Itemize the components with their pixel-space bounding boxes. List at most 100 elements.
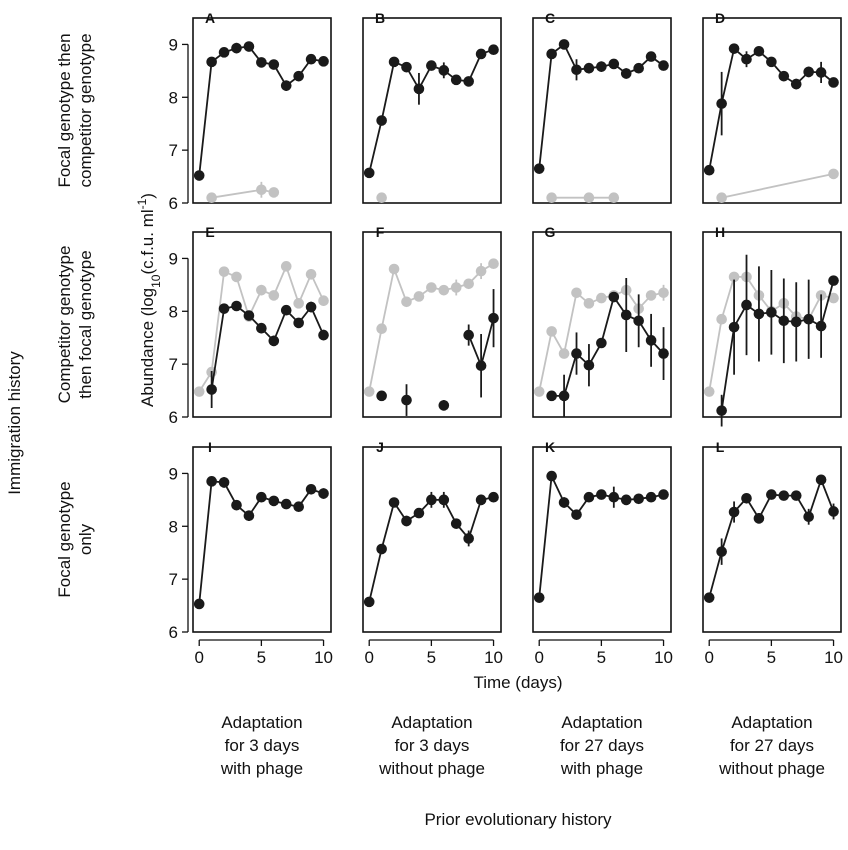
data-point [583,298,595,309]
panel-letter: A [205,10,215,26]
data-point [256,491,267,503]
panel-frame [192,17,332,204]
series-focal [376,390,387,402]
x-tick-label: 5 [767,648,776,667]
series-line [720,280,835,411]
row-label-3: Focal genotype only [55,481,95,597]
data-point [546,390,557,402]
data-point [305,53,317,65]
data-point [583,359,595,371]
data-point [558,390,570,402]
data-point [231,499,242,511]
data-point [450,74,462,86]
series-competitor [363,258,499,397]
panels: A 6 7 8 9 B C D E 6 7 8 9 F G H I 6 7 8 9 0 5 10 J 0 5 10 K 0 5 10 L 0 5 10 [169,10,843,667]
y-tick-label: 8 [169,302,178,321]
data-point [401,515,412,527]
y-tick-label: 7 [169,570,178,589]
data-point [620,494,632,506]
column-label-3-line-1: Adaptation [561,713,642,732]
data-point [363,167,375,179]
data-point [318,56,329,67]
data-point [426,60,437,71]
row-label-1: Focal genotype then competitor genotype [55,33,95,187]
data-point [256,184,267,196]
data-point [280,80,292,91]
y-tick-label: 6 [169,623,178,642]
data-point [268,495,280,507]
data-point [546,192,557,204]
column-label-1-line-2: for 3 days [225,736,300,755]
data-point [803,511,814,523]
x-tick-label: 0 [364,648,373,667]
x-tick-label: 5 [257,648,266,667]
row-labels: Focal genotype then competitor genotype Co… [55,33,95,597]
x-tick-label: 10 [314,648,333,667]
x-tick-label: 5 [597,648,606,667]
y-tick-label: 9 [169,464,178,483]
data-point [243,41,255,52]
data-point [305,268,317,280]
column-label-1-line-1: Adaptation [221,713,302,732]
data-point [218,47,230,58]
data-point [401,394,412,406]
panel-letter: D [715,10,725,26]
data-point [766,307,777,318]
data-point [828,168,839,180]
panel-G: G [532,224,672,418]
data-point [583,491,595,503]
data-point [218,266,230,277]
y-tick-label: 7 [169,355,178,374]
data-point [376,543,387,555]
data-point [815,474,827,486]
data-point [658,287,669,299]
data-point [716,546,727,557]
data-point [293,70,304,82]
data-point [231,42,242,54]
series-focal [193,41,329,181]
data-point [596,292,607,304]
data-point [376,390,387,402]
data-point [280,498,292,510]
data-point [558,497,570,508]
data-point [608,491,620,503]
data-point [280,304,292,316]
data-point [376,323,387,335]
panel-letter: B [375,10,385,26]
data-point [231,300,242,312]
row-label-line: then focal genotype [76,250,95,398]
x-tick-label: 0 [194,648,203,667]
data-point [206,384,217,395]
data-point [815,67,827,78]
column-label-1-line-3: with phage [220,759,303,778]
data-point [766,56,777,68]
row-label-line: competitor genotype [76,33,95,187]
row-label-2: Competitor genotype then focal genotype [55,246,95,404]
data-point [703,386,715,397]
data-point [193,386,205,397]
series-line [721,173,834,199]
panel-frame [702,17,842,204]
data-point [463,278,474,290]
panel-L: L 0 5 10 [702,439,843,667]
x-tick-label: 0 [704,648,713,667]
y-tick-label: 8 [169,88,178,107]
data-point [741,53,752,65]
data-point [488,44,499,56]
data-point [728,506,740,518]
series-competitor [716,168,839,204]
data-point [463,533,474,544]
data-point [388,263,400,275]
column-label-3-line-3: with phage [560,759,643,778]
data-point [533,163,545,174]
data-point [488,312,499,324]
panel-E: E 6 7 8 9 [169,224,332,427]
data-point [583,62,595,74]
data-point [256,57,267,68]
series-line [551,294,665,397]
x-tick-label: 0 [534,648,543,667]
data-point [633,493,644,505]
data-point [475,48,487,60]
data-point [571,64,582,76]
data-point [318,488,329,499]
